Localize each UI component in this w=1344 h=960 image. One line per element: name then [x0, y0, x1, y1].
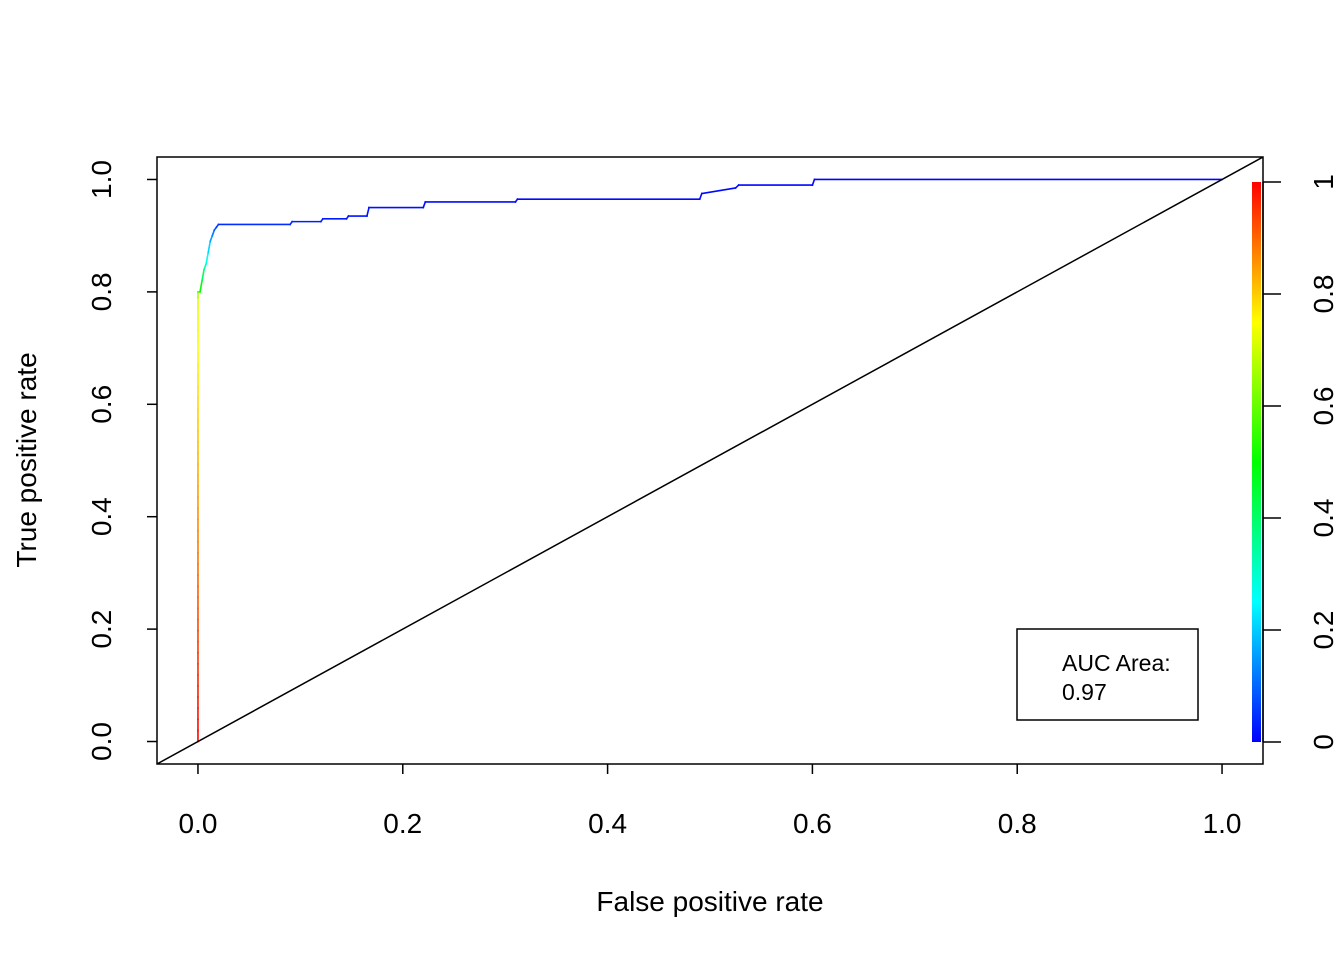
colorbar-gradient	[1252, 182, 1261, 742]
colorbar: 0 0.2 0.4 0.6 0.8 1	[1252, 174, 1339, 750]
axes: 0.0 0.2 0.4 0.6 0.8 1.0 0.0 0.2 0.4 0.6 0.8 1.0	[86, 160, 1242, 839]
roc-segment	[365, 206, 370, 217]
roc-segment	[207, 240, 212, 254]
chance-diagonal-line	[157, 157, 1263, 764]
legend-line-2: 0.97	[1062, 679, 1107, 705]
legend-line-1: AUC Area:	[1062, 650, 1171, 676]
roc-segment	[811, 178, 816, 187]
roc-segment	[205, 251, 210, 265]
y-tick-label: 1.0	[86, 160, 117, 199]
y-tick-label: 0.6	[86, 385, 117, 424]
colorbar-tick-label: 0.4	[1308, 499, 1339, 538]
roc-segment	[698, 192, 703, 201]
y-tick-label: 0.0	[86, 722, 117, 761]
y-tick-label: 0.2	[86, 610, 117, 649]
legend-box	[1016, 628, 1199, 721]
roc-segment	[201, 268, 206, 282]
colorbar-tick-label: 1	[1308, 174, 1339, 190]
y-tick-label: 0.8	[86, 272, 117, 311]
y-tick-label: 0.4	[86, 497, 117, 536]
x-tick-label: 0.4	[588, 808, 627, 839]
roc-segment	[211, 229, 216, 237]
roc-segment	[422, 200, 427, 209]
x-axis-title: False positive rate	[596, 886, 823, 917]
colorbar-tick-label: 0	[1308, 734, 1339, 750]
x-tick-label: 0.2	[383, 808, 422, 839]
y-axis-title: True positive rate	[11, 352, 42, 567]
plot-area	[157, 157, 1263, 764]
roc-segment	[199, 279, 203, 293]
x-tick-label: 0.6	[793, 808, 832, 839]
x-tick-label: 0.0	[178, 808, 217, 839]
roc-segment	[209, 234, 214, 243]
colorbar-tick-label: 0.2	[1308, 611, 1339, 650]
x-tick-label: 0.8	[998, 808, 1037, 839]
x-tick-label: 1.0	[1203, 808, 1242, 839]
colorbar-tick-label: 0.8	[1308, 275, 1339, 314]
roc-curve	[197, 178, 1223, 743]
roc-segment	[700, 186, 737, 195]
legend: AUC Area: 0.97	[1016, 628, 1199, 721]
roc-segment	[203, 262, 208, 271]
colorbar-tick-label: 0.6	[1308, 387, 1339, 426]
